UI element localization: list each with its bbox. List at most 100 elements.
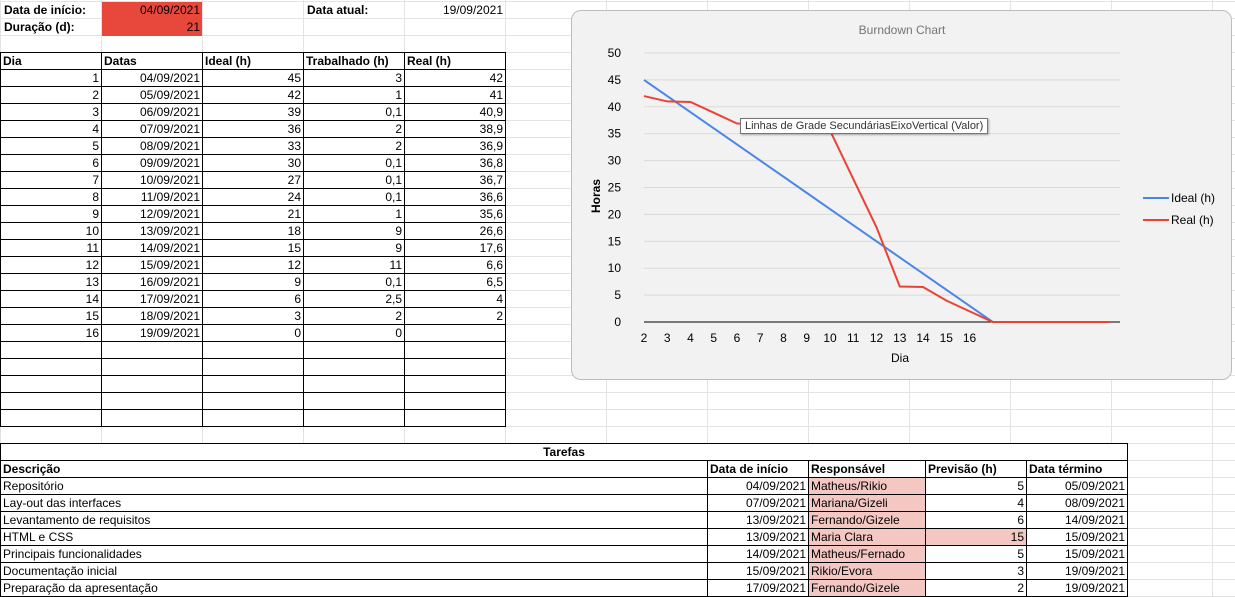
table-cell[interactable]: 42 — [404, 69, 506, 87]
table-cell[interactable]: 18/09/2021 — [101, 307, 203, 325]
table-cell[interactable]: 10 — [0, 222, 102, 240]
series-line-ideal[interactable] — [643, 79, 1109, 323]
task-cell[interactable]: Fernando/Gizele — [808, 511, 926, 529]
table-cell[interactable]: 9 — [303, 239, 405, 257]
table-cell[interactable]: 1 — [303, 86, 405, 104]
table-cell[interactable]: 15/09/2021 — [101, 256, 203, 274]
table-cell[interactable]: 14/09/2021 — [101, 239, 203, 257]
table-cell[interactable]: 0,1 — [303, 171, 405, 189]
task-cell[interactable]: 2 — [925, 579, 1027, 597]
task-cell[interactable]: Principais funcionalidades — [0, 545, 708, 563]
column-header[interactable]: Descrição — [0, 460, 708, 478]
table-cell[interactable]: 17,6 — [404, 239, 506, 257]
table-cell[interactable]: 1 — [0, 69, 102, 87]
table-cell[interactable]: 3 — [202, 307, 304, 325]
table-cell[interactable] — [202, 375, 304, 393]
table-cell[interactable]: 2 — [0, 86, 102, 104]
task-cell[interactable]: Matheus/Rikio — [808, 477, 926, 495]
table-cell[interactable]: 2 — [404, 307, 506, 325]
task-cell[interactable]: 4 — [925, 494, 1027, 512]
task-cell[interactable]: Levantamento de requisitos — [0, 511, 708, 529]
table-cell[interactable]: 11 — [303, 256, 405, 274]
table-cell[interactable]: 41 — [404, 86, 506, 104]
table-cell[interactable]: 39 — [202, 103, 304, 121]
table-cell[interactable]: 10/09/2021 — [101, 171, 203, 189]
task-cell[interactable]: 15/09/2021 — [1026, 545, 1128, 563]
task-cell[interactable]: Mariana/Gizeli — [808, 494, 926, 512]
task-cell[interactable]: Preparação da apresentação — [0, 579, 708, 597]
table-cell[interactable]: 13 — [0, 273, 102, 291]
task-cell[interactable]: 19/09/2021 — [1026, 579, 1128, 597]
table-cell[interactable]: 2 — [303, 120, 405, 138]
column-header[interactable]: Real (h) — [404, 52, 506, 70]
task-cell[interactable]: 13/09/2021 — [707, 528, 809, 546]
table-cell[interactable]: 4 — [0, 120, 102, 138]
duration-value[interactable]: 21 — [102, 19, 202, 36]
table-cell[interactable]: 07/09/2021 — [101, 120, 203, 138]
table-cell[interactable]: 04/09/2021 — [101, 69, 203, 87]
table-cell[interactable]: 08/09/2021 — [101, 137, 203, 155]
table-cell[interactable]: 35,6 — [404, 205, 506, 223]
column-header[interactable]: Datas — [101, 52, 203, 70]
table-cell[interactable] — [101, 392, 203, 410]
table-cell[interactable]: 8 — [0, 188, 102, 206]
table-cell[interactable] — [0, 358, 102, 376]
task-cell[interactable]: 15/09/2021 — [707, 562, 809, 580]
table-cell[interactable]: 11 — [0, 239, 102, 257]
table-cell[interactable]: 26,6 — [404, 222, 506, 240]
table-cell[interactable] — [202, 409, 304, 427]
task-cell[interactable]: 15/09/2021 — [1026, 528, 1128, 546]
table-cell[interactable]: 12 — [0, 256, 102, 274]
column-header[interactable]: Dia — [0, 52, 102, 70]
column-header[interactable]: Responsável — [808, 460, 926, 478]
table-cell[interactable] — [404, 358, 506, 376]
legend-label[interactable]: Ideal (h) — [1171, 191, 1215, 205]
table-cell[interactable]: 6,5 — [404, 273, 506, 291]
table-cell[interactable]: 36,8 — [404, 154, 506, 172]
table-cell[interactable]: 11/09/2021 — [101, 188, 203, 206]
table-cell[interactable] — [303, 409, 405, 427]
table-cell[interactable] — [101, 358, 203, 376]
table-cell[interactable]: 2 — [303, 137, 405, 155]
table-cell[interactable]: 9 — [303, 222, 405, 240]
table-cell[interactable]: 36 — [202, 120, 304, 138]
table-cell[interactable]: 40,9 — [404, 103, 506, 121]
table-cell[interactable]: 30 — [202, 154, 304, 172]
series-line-real[interactable] — [643, 95, 1109, 323]
table-cell[interactable]: 17/09/2021 — [101, 290, 203, 308]
task-cell[interactable]: Repositório — [0, 477, 708, 495]
table-cell[interactable] — [404, 375, 506, 393]
table-cell[interactable] — [101, 375, 203, 393]
table-cell[interactable]: 0,1 — [303, 154, 405, 172]
table-cell[interactable] — [0, 409, 102, 427]
task-cell[interactable]: 3 — [925, 562, 1027, 580]
legend-label[interactable]: Real (h) — [1171, 213, 1214, 227]
table-cell[interactable] — [0, 341, 102, 359]
task-cell[interactable]: Matheus/Fernado — [808, 545, 926, 563]
task-cell[interactable]: 04/09/2021 — [707, 477, 809, 495]
table-cell[interactable] — [303, 392, 405, 410]
table-cell[interactable]: 16 — [0, 324, 102, 342]
table-cell[interactable]: 2 — [303, 307, 405, 325]
table-cell[interactable]: 2,5 — [303, 290, 405, 308]
table-cell[interactable]: 7 — [0, 171, 102, 189]
table-cell[interactable]: 21 — [202, 205, 304, 223]
task-cell[interactable]: 6 — [925, 511, 1027, 529]
table-cell[interactable]: 6,6 — [404, 256, 506, 274]
table-cell[interactable]: 5 — [0, 137, 102, 155]
task-cell[interactable]: Rikio/Evora — [808, 562, 926, 580]
table-cell[interactable]: 16/09/2021 — [101, 273, 203, 291]
task-cell[interactable]: 5 — [925, 545, 1027, 563]
table-cell[interactable]: 15 — [202, 239, 304, 257]
table-cell[interactable]: 14 — [0, 290, 102, 308]
table-cell[interactable]: 36,6 — [404, 188, 506, 206]
table-cell[interactable]: 38,9 — [404, 120, 506, 138]
column-header[interactable]: Previsão (h) — [925, 460, 1027, 478]
task-cell[interactable]: 08/09/2021 — [1026, 494, 1128, 512]
table-cell[interactable] — [202, 358, 304, 376]
column-header[interactable]: Data de início — [707, 460, 809, 478]
task-cell[interactable]: 5 — [925, 477, 1027, 495]
table-cell[interactable]: 9 — [202, 273, 304, 291]
table-cell[interactable] — [303, 375, 405, 393]
table-cell[interactable] — [0, 375, 102, 393]
